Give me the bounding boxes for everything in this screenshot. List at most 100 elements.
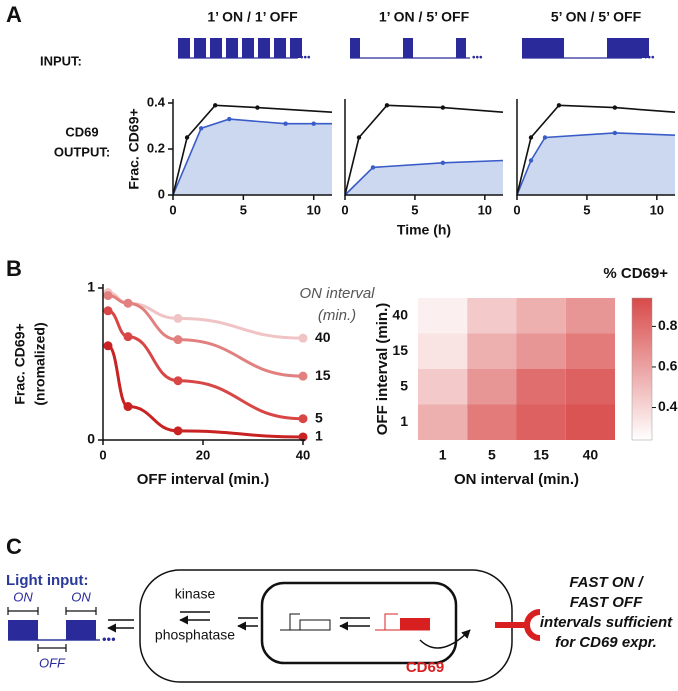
area [345,160,503,195]
point [173,376,183,386]
heat-cell [565,404,615,440]
interval-brackets [7,607,97,652]
y-tick-label: 5 [400,377,408,393]
pulse [607,38,649,58]
heat-cell [516,404,566,440]
x-tick-label: 10 [306,202,320,217]
series-label: 5 [315,409,323,425]
output-label: OUTPUT: [54,144,110,159]
fit-curve [107,291,304,340]
heat-cell [418,404,468,440]
on-label: ON [13,589,33,604]
pulse [210,38,222,58]
pulse [456,38,466,58]
point [173,426,183,436]
colorbar-tick-label: 0.6 [658,358,678,374]
y-axis-label: (nromalized) [32,322,48,405]
panel-label: C [6,534,22,559]
y-tick-label: 40 [392,306,408,322]
x-tick-label: 10 [478,202,492,217]
expression-arrow [419,629,471,649]
fit-curve [107,344,304,439]
y-tick-label: 1 [400,413,408,429]
line [344,159,504,196]
gene-box [299,619,331,631]
gene-box [400,618,430,630]
pulse [8,620,38,640]
heat-cell [565,298,615,334]
line [172,118,332,196]
pulse [350,38,360,58]
point [227,116,232,122]
annotation: ON interval [299,285,375,302]
point [173,335,183,345]
kinase: kinase [175,586,216,602]
point [612,130,618,136]
x-tick-label: 40 [296,447,310,462]
pulse [403,38,413,58]
conclusion: intervals sufficient [540,614,673,631]
y-tick-label: 0.4 [147,94,166,109]
point [528,135,534,140]
pulse [194,38,206,58]
exchange-arrows [180,612,210,620]
heat-cell [418,333,468,369]
fit-curve [107,309,304,421]
promoter [280,613,330,631]
x-tick-label: 0 [99,447,106,462]
point [542,135,548,140]
diagram: Light input: ••• ON ON OFF kinase phosph… [6,569,673,683]
heat-cell [467,404,517,440]
heat-cell [565,333,615,369]
heat-cell [418,298,468,334]
point [298,432,308,442]
pulse [66,620,96,640]
nucleus [260,581,458,665]
point [173,313,183,323]
point [123,332,133,342]
y-tick-label: 0.2 [147,140,165,155]
pulse [226,38,238,58]
chart-title: 1’ ON / 5’ OFF [379,9,470,25]
point [123,298,133,308]
colorbar-tick-label: 0.8 [658,317,678,333]
x-tick-label: 0 [513,202,520,217]
x-tick-label: 40 [583,447,599,463]
phosphatase: phosphatase [155,627,235,643]
off-label: OFF [39,655,66,670]
series-label: 1 [315,428,323,444]
conclusion: FAST OFF [570,594,643,611]
heat-cell [418,369,468,405]
point [384,103,390,108]
x-axis-label: OFF interval (min.) [137,471,270,488]
heat-cell [467,333,517,369]
heat-cell [467,298,517,334]
area [517,132,675,195]
point [298,371,308,381]
y-tick-label: 0 [158,186,165,201]
point [528,158,534,163]
ellipsis: ••• [102,631,116,646]
fit-curve [107,294,304,378]
y-tick-label: 15 [392,342,408,358]
light-input-label: Light input: [6,572,88,589]
heat-cell [516,333,566,369]
pulse [242,38,254,58]
point [298,414,308,424]
point [311,121,316,126]
y-tick-label: 0 [87,431,95,447]
panel-label: B [6,256,22,281]
chart-title: 1’ ON / 1’ OFF [207,9,298,25]
heat-cell [516,298,566,334]
heat-cell [467,369,517,405]
exchange-arrows [238,618,258,626]
point [184,135,190,140]
point [356,135,362,140]
input-label: INPUT: [40,53,82,68]
annotation: (min.) [318,307,356,324]
point [198,126,204,131]
area [173,119,332,195]
heat-cell [565,369,615,405]
colorbar-title: % CD69+ [603,265,668,282]
